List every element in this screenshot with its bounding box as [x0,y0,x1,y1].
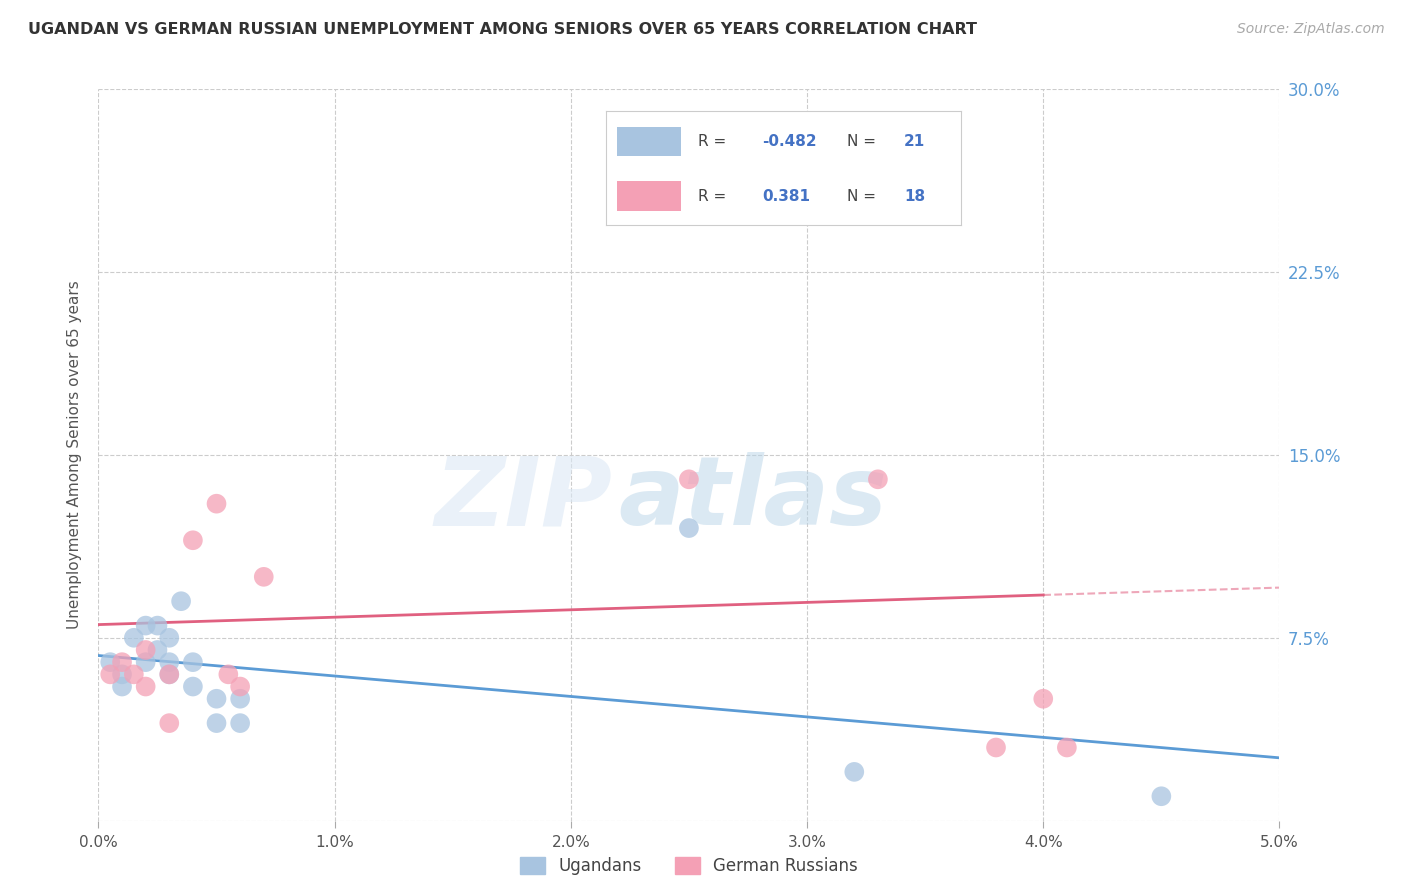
Point [253,570,276,584]
Point [111,667,134,681]
Point [135,618,157,632]
Text: ZIP: ZIP [434,452,612,545]
Point [157,631,180,645]
Point [181,680,204,694]
Point [205,716,228,731]
Point [1150,789,1173,804]
Point [170,594,193,608]
Point [146,643,169,657]
Text: Source: ZipAtlas.com: Source: ZipAtlas.com [1237,22,1385,37]
Point [111,680,134,694]
Point [678,472,700,486]
Point [135,680,157,694]
Point [122,667,145,681]
Point [122,631,145,645]
Legend: Ugandans, German Russians: Ugandans, German Russians [513,850,865,882]
Point [157,667,180,681]
Point [229,691,252,706]
Point [181,533,204,548]
Point [157,667,180,681]
Point [984,740,1007,755]
Point [844,764,866,779]
Point [607,179,630,194]
Point [217,667,239,681]
Point [866,472,889,486]
Point [1032,691,1054,706]
Text: UGANDAN VS GERMAN RUSSIAN UNEMPLOYMENT AMONG SENIORS OVER 65 YEARS CORRELATION C: UGANDAN VS GERMAN RUSSIAN UNEMPLOYMENT A… [28,22,977,37]
Point [157,716,180,731]
Point [98,655,121,669]
Point [135,643,157,657]
Point [135,655,157,669]
Point [229,680,252,694]
Point [205,691,228,706]
Point [181,655,204,669]
Point [229,716,252,731]
Y-axis label: Unemployment Among Seniors over 65 years: Unemployment Among Seniors over 65 years [67,281,83,629]
Point [205,497,228,511]
Text: atlas: atlas [619,452,887,545]
Point [1056,740,1078,755]
Point [146,618,169,632]
Point [111,655,134,669]
Point [678,521,700,535]
Point [98,667,121,681]
Point [157,655,180,669]
